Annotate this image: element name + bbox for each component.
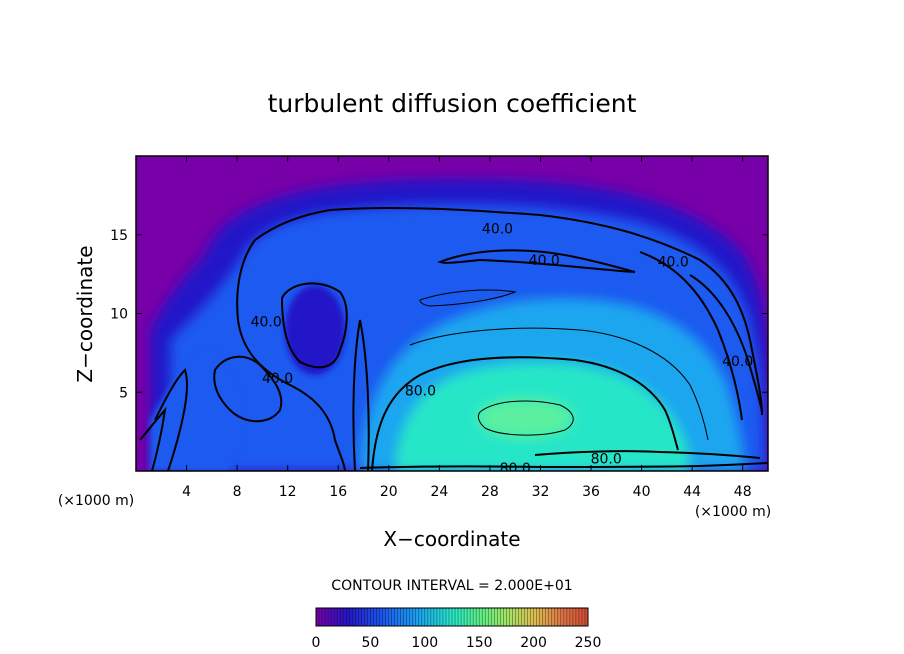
colorbar-ticks: 0 50 100 150 200 250 xyxy=(312,635,602,651)
contour-40-filament-a xyxy=(154,368,189,471)
field-max xyxy=(477,398,573,438)
x-tick-label: 40 xyxy=(633,484,651,500)
colorbar-tick-label: 200 xyxy=(520,635,547,651)
contour-40-left-blob xyxy=(213,355,283,423)
contour-40-right-2 xyxy=(689,274,763,413)
contour-lines xyxy=(139,206,768,471)
contour-labels: 40.0 40.0 40.0 40.0 40.0 40.0 80.0 80.0 80.0 xyxy=(251,221,754,477)
y-axis-label: Z−coordinate xyxy=(73,245,97,382)
contour-80-main xyxy=(371,356,679,471)
colorbar-tick-label: 150 xyxy=(466,635,493,651)
x-tick-label: 20 xyxy=(380,484,398,500)
x-tick-label: 44 xyxy=(683,484,701,500)
x-tick-label: 28 xyxy=(481,484,499,500)
field-left-filaments xyxy=(150,350,242,471)
x-tick-label: 12 xyxy=(279,484,297,500)
contour-label: 40.0 xyxy=(722,354,753,370)
y-tick-label: 5 xyxy=(119,385,128,401)
contour-40-band xyxy=(437,249,636,273)
colorbar-tick-label: 100 xyxy=(411,635,438,651)
contour-thin-arc xyxy=(409,327,709,441)
x-tick-label: 16 xyxy=(329,484,347,500)
field-hole xyxy=(285,285,345,375)
contour-label: 40.0 xyxy=(482,221,513,237)
chart-title: turbulent diffusion coefficient xyxy=(268,89,637,118)
contour-40-left-loop xyxy=(280,282,348,369)
contour-thin-core xyxy=(477,400,574,436)
colorbar-stripes xyxy=(318,608,586,626)
x-unit-left: (×1000 m) xyxy=(58,493,134,509)
x-axis-ticks: 4 8 12 16 20 24 28 32 36 40 44 48 xyxy=(182,156,752,500)
plot-field: 40.0 40.0 40.0 40.0 40.0 40.0 80.0 80.0 80.0 xyxy=(136,156,768,477)
contour-80-floor xyxy=(359,462,768,469)
contour-40-column xyxy=(352,319,370,471)
x-tick-label: 8 xyxy=(233,484,242,500)
x-tick-label: 24 xyxy=(430,484,448,500)
contour-label: 80.0 xyxy=(500,461,531,477)
y-tick-label: 10 xyxy=(110,307,128,323)
contour-80-bottom xyxy=(534,450,761,459)
contour-label: 40.0 xyxy=(529,253,560,269)
contour-label: 40.0 xyxy=(251,314,282,330)
contour-40-outer xyxy=(254,206,763,416)
x-axis-label: X−coordinate xyxy=(383,527,520,551)
contour-label: 40.0 xyxy=(262,371,293,387)
x-tick-label: 48 xyxy=(734,484,752,500)
x-tick-label: 36 xyxy=(582,484,600,500)
y-tick-label: 15 xyxy=(110,228,128,244)
y-axis-ticks: 5 10 15 xyxy=(110,228,768,401)
x-tick-label: 32 xyxy=(532,484,550,500)
colorbar-tick-label: 0 xyxy=(312,635,321,651)
x-tick-label: 4 xyxy=(182,484,191,500)
colorbar-tick-label: 250 xyxy=(575,635,602,651)
colorbar-tick-label: 50 xyxy=(361,635,379,651)
x-unit-right: (×1000 m) xyxy=(695,504,771,520)
contour-label: 40.0 xyxy=(658,255,689,271)
contour-interval-text: CONTOUR INTERVAL = 2.000E+01 xyxy=(331,578,572,594)
contour-label: 80.0 xyxy=(591,451,622,467)
contour-thin-upper xyxy=(419,289,517,307)
contour-40-filament-b xyxy=(139,406,167,471)
contour-label: 80.0 xyxy=(405,384,436,400)
contour-40-right-1 xyxy=(639,251,743,421)
contour-40-left-arm xyxy=(236,239,346,471)
